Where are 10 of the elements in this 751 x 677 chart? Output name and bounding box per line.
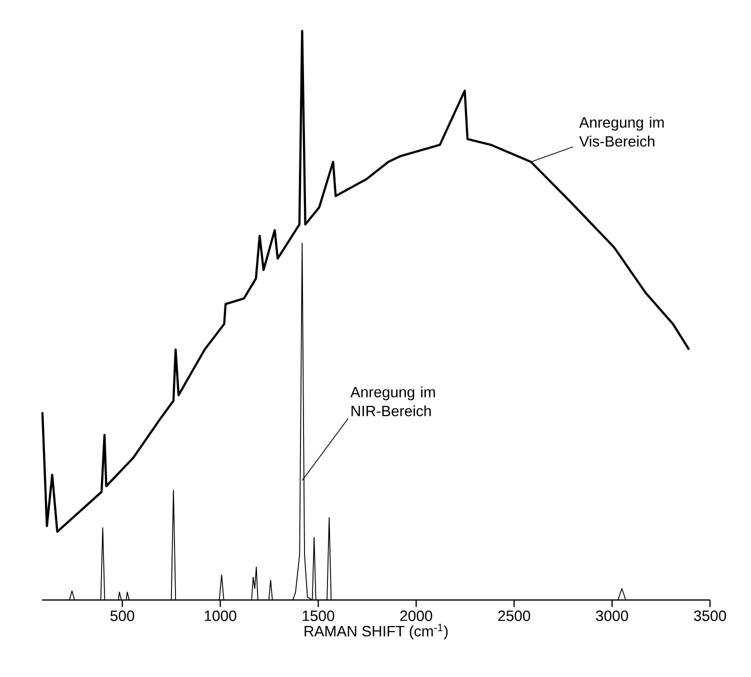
- x-tick-label: 1500: [302, 610, 334, 622]
- annotation: Anregung im NIR-Bereich: [350, 386, 435, 416]
- x-tick-label: 3000: [596, 610, 628, 622]
- x-tick-label: 2000: [400, 610, 432, 622]
- x-tick-label: 2500: [498, 610, 530, 622]
- x-axis-title: RAMAN SHIFT (cm$^{-1}$): [304, 624, 448, 640]
- annotation: Anregung im Vis-Bereich: [579, 116, 664, 147]
- x-tick-label: 3500: [694, 610, 726, 622]
- x-tick-label: 1000: [204, 610, 236, 622]
- x-tick-label: 500: [110, 610, 134, 622]
